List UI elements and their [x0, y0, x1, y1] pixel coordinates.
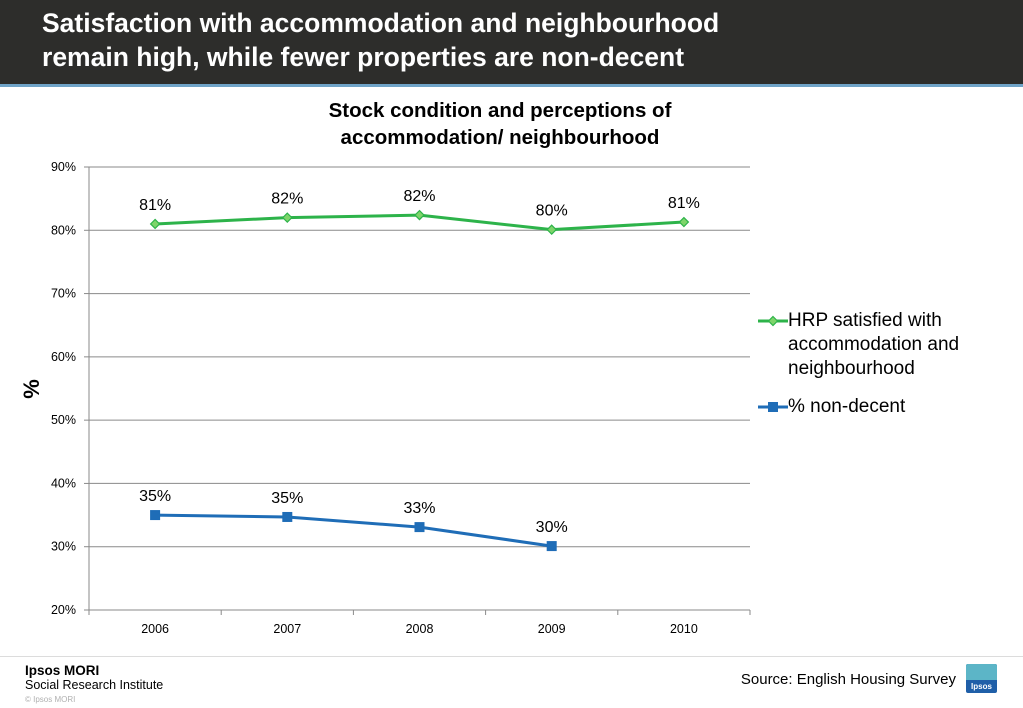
x-tick-label: 2006 [141, 622, 169, 636]
legend-swatch-non-decent [758, 402, 788, 412]
data-point-satisfied [281, 212, 293, 223]
data-point-legend-non-decent [768, 402, 778, 412]
legend-label-line: accommodation and [788, 334, 960, 355]
header-bar: Satisfaction with accommodation and neig… [0, 0, 1023, 87]
data-point-non-decent [414, 522, 425, 533]
chart-title: Stock condition and perceptions of accom… [250, 97, 750, 151]
legend-label-line: HRP satisfied with [788, 310, 942, 331]
logo-text: Ipsos [971, 682, 992, 691]
x-tick-label: 2007 [273, 622, 301, 636]
data-label-satisfied: 80% [536, 203, 568, 220]
series-line-non-decent [155, 513, 552, 548]
y-tick-label: 80% [51, 223, 76, 237]
data-point-non-decent [282, 511, 293, 522]
data-label-satisfied: 82% [271, 191, 303, 208]
brand-name: Ipsos MORI [25, 663, 100, 678]
data-label-satisfied: 81% [139, 197, 171, 214]
data-label-satisfied: 82% [403, 188, 435, 205]
page-title-line2: remain high, while fewer properties are … [42, 42, 685, 72]
y-tick-label: 60% [51, 350, 76, 364]
x-tick-label: 2008 [406, 622, 434, 636]
data-point-satisfied [678, 216, 690, 228]
data-label-satisfied: 81% [668, 195, 700, 212]
legend-label-line: neighbourhood [788, 358, 915, 379]
x-tick-label: 2010 [670, 622, 698, 636]
legend-label-line: % non-decent [788, 396, 906, 417]
footer-brand: Ipsos MORI Social Research Institute [25, 663, 163, 693]
page-title: Satisfaction with accommodation and neig… [42, 6, 942, 74]
data-point-non-decent [150, 510, 161, 521]
y-tick-label: 70% [51, 287, 76, 301]
y-axis-label: % [19, 379, 44, 399]
data-label-non-decent: 30% [536, 519, 568, 536]
y-tick-label: 30% [51, 540, 76, 554]
legend-item-non-decent: % non-decent [758, 395, 1018, 419]
legend-label-satisfied: HRP satisfied with accommodation and nei… [788, 309, 1018, 381]
data-point-satisfied [546, 224, 558, 236]
copyright-text: © Ipsos MORI [25, 695, 76, 704]
data-point-satisfied [149, 218, 161, 230]
chart-title-line1: Stock condition and perceptions of [328, 99, 672, 122]
source-text: Source: English Housing Survey [740, 671, 956, 688]
data-label-non-decent: 35% [139, 488, 171, 505]
footer-divider [0, 656, 1023, 657]
chart-legend: HRP satisfied with accommodation and nei… [758, 309, 1018, 433]
legend-item-satisfied: HRP satisfied with accommodation and nei… [758, 309, 1018, 381]
y-tick-label: 90% [51, 160, 76, 174]
legend-swatch-satisfied [758, 315, 788, 327]
data-point-non-decent [546, 541, 557, 552]
x-tick-label: 2009 [538, 622, 566, 636]
data-label-non-decent: 35% [271, 490, 303, 507]
page-title-line1: Satisfaction with accommodation and neig… [42, 8, 720, 38]
y-tick-label: 40% [51, 476, 76, 490]
chart-title-line2: accommodation/ neighbourhood [340, 126, 660, 149]
logo-top-band [966, 664, 997, 680]
brand-subtitle: Social Research Institute [25, 678, 164, 692]
ipsos-logo-icon: Ipsos [966, 664, 997, 693]
y-tick-label: 20% [51, 603, 76, 617]
legend-label-non-decent: % non-decent [788, 395, 1018, 419]
data-point-legend-satisfied [767, 315, 779, 327]
data-point-satisfied [414, 209, 425, 221]
y-tick-label: 50% [51, 413, 76, 427]
data-label-non-decent: 33% [403, 500, 435, 517]
